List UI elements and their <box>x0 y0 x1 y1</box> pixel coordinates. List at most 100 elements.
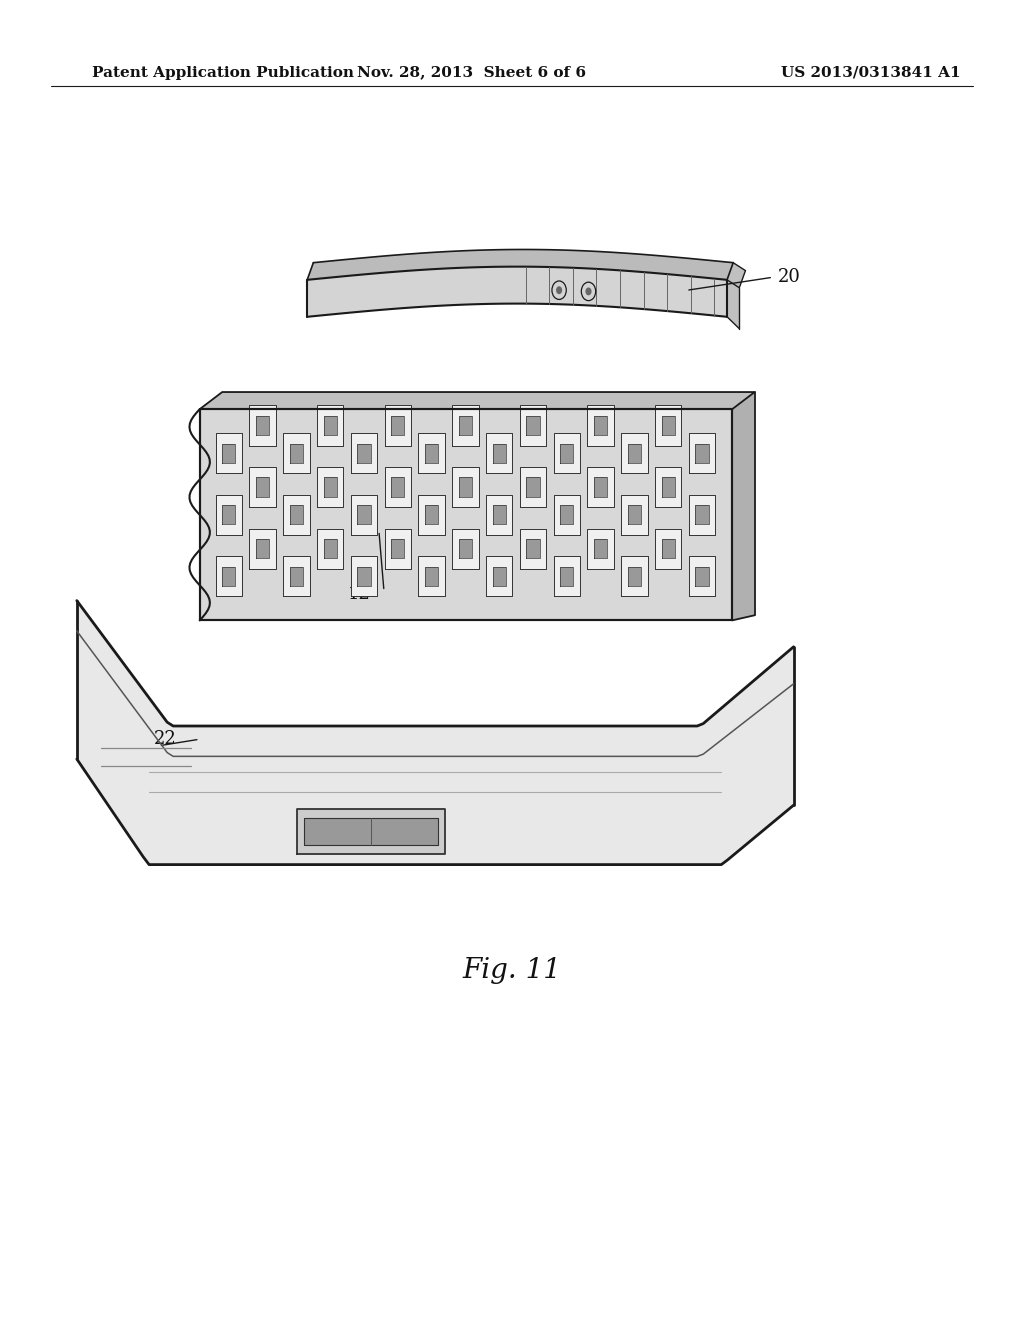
Text: 12: 12 <box>348 585 371 603</box>
Polygon shape <box>622 433 647 474</box>
Polygon shape <box>357 444 371 463</box>
Polygon shape <box>317 528 343 569</box>
Polygon shape <box>419 495 444 535</box>
Polygon shape <box>391 416 404 436</box>
Polygon shape <box>324 478 337 496</box>
Polygon shape <box>554 495 580 535</box>
Polygon shape <box>727 263 745 329</box>
Polygon shape <box>554 557 580 597</box>
Circle shape <box>556 286 562 294</box>
Polygon shape <box>689 433 715 474</box>
Polygon shape <box>307 249 733 280</box>
Polygon shape <box>385 528 411 569</box>
Polygon shape <box>628 444 641 463</box>
Polygon shape <box>560 444 573 463</box>
Polygon shape <box>662 478 675 496</box>
Polygon shape <box>453 405 478 446</box>
Polygon shape <box>520 467 546 507</box>
Polygon shape <box>425 506 438 524</box>
Polygon shape <box>628 506 641 524</box>
Polygon shape <box>250 405 275 446</box>
Polygon shape <box>256 539 269 558</box>
Polygon shape <box>588 405 613 446</box>
Polygon shape <box>695 444 709 463</box>
Polygon shape <box>351 495 377 535</box>
Polygon shape <box>297 809 445 854</box>
Polygon shape <box>351 557 377 597</box>
Polygon shape <box>662 539 675 558</box>
Polygon shape <box>695 506 709 524</box>
Polygon shape <box>216 433 242 474</box>
Polygon shape <box>594 478 607 496</box>
Polygon shape <box>216 557 242 597</box>
Polygon shape <box>290 444 303 463</box>
Polygon shape <box>486 557 512 597</box>
Polygon shape <box>588 528 613 569</box>
Polygon shape <box>689 557 715 597</box>
Polygon shape <box>526 478 540 496</box>
Polygon shape <box>622 557 647 597</box>
Polygon shape <box>256 416 269 436</box>
Polygon shape <box>655 405 681 446</box>
Polygon shape <box>493 444 506 463</box>
Polygon shape <box>290 506 303 524</box>
Polygon shape <box>222 444 236 463</box>
Polygon shape <box>425 444 438 463</box>
Polygon shape <box>200 409 732 620</box>
Polygon shape <box>486 433 512 474</box>
Polygon shape <box>385 467 411 507</box>
Polygon shape <box>493 506 506 524</box>
Polygon shape <box>459 478 472 496</box>
Polygon shape <box>520 405 546 446</box>
Text: Nov. 28, 2013  Sheet 6 of 6: Nov. 28, 2013 Sheet 6 of 6 <box>356 66 586 79</box>
Polygon shape <box>459 539 472 558</box>
Polygon shape <box>628 566 641 586</box>
Polygon shape <box>594 539 607 558</box>
Polygon shape <box>324 416 337 436</box>
Polygon shape <box>357 506 371 524</box>
Polygon shape <box>655 528 681 569</box>
Polygon shape <box>351 433 377 474</box>
Polygon shape <box>453 467 478 507</box>
Polygon shape <box>222 566 236 586</box>
Polygon shape <box>250 467 275 507</box>
Polygon shape <box>459 416 472 436</box>
Circle shape <box>586 288 592 296</box>
Polygon shape <box>526 539 540 558</box>
Polygon shape <box>216 495 242 535</box>
Polygon shape <box>732 392 755 620</box>
Polygon shape <box>560 506 573 524</box>
Polygon shape <box>419 433 444 474</box>
Polygon shape <box>554 433 580 474</box>
Polygon shape <box>526 416 540 436</box>
Polygon shape <box>622 495 647 535</box>
Polygon shape <box>250 528 275 569</box>
Polygon shape <box>77 601 794 865</box>
Text: 22: 22 <box>154 730 176 748</box>
Polygon shape <box>520 528 546 569</box>
Polygon shape <box>689 495 715 535</box>
Text: 20: 20 <box>778 268 801 286</box>
Text: US 2013/0313841 A1: US 2013/0313841 A1 <box>780 66 961 79</box>
Polygon shape <box>662 416 675 436</box>
Polygon shape <box>290 566 303 586</box>
Text: Fig. 11: Fig. 11 <box>463 957 561 983</box>
Polygon shape <box>284 433 309 474</box>
Polygon shape <box>200 392 755 409</box>
Polygon shape <box>385 405 411 446</box>
Polygon shape <box>588 467 613 507</box>
Polygon shape <box>324 539 337 558</box>
Polygon shape <box>256 478 269 496</box>
Polygon shape <box>317 405 343 446</box>
Polygon shape <box>357 566 371 586</box>
Polygon shape <box>304 818 438 845</box>
Polygon shape <box>222 506 236 524</box>
Polygon shape <box>493 566 506 586</box>
Polygon shape <box>391 539 404 558</box>
Polygon shape <box>391 478 404 496</box>
Polygon shape <box>486 495 512 535</box>
Polygon shape <box>419 557 444 597</box>
Polygon shape <box>453 528 478 569</box>
Polygon shape <box>307 267 727 317</box>
Polygon shape <box>284 557 309 597</box>
